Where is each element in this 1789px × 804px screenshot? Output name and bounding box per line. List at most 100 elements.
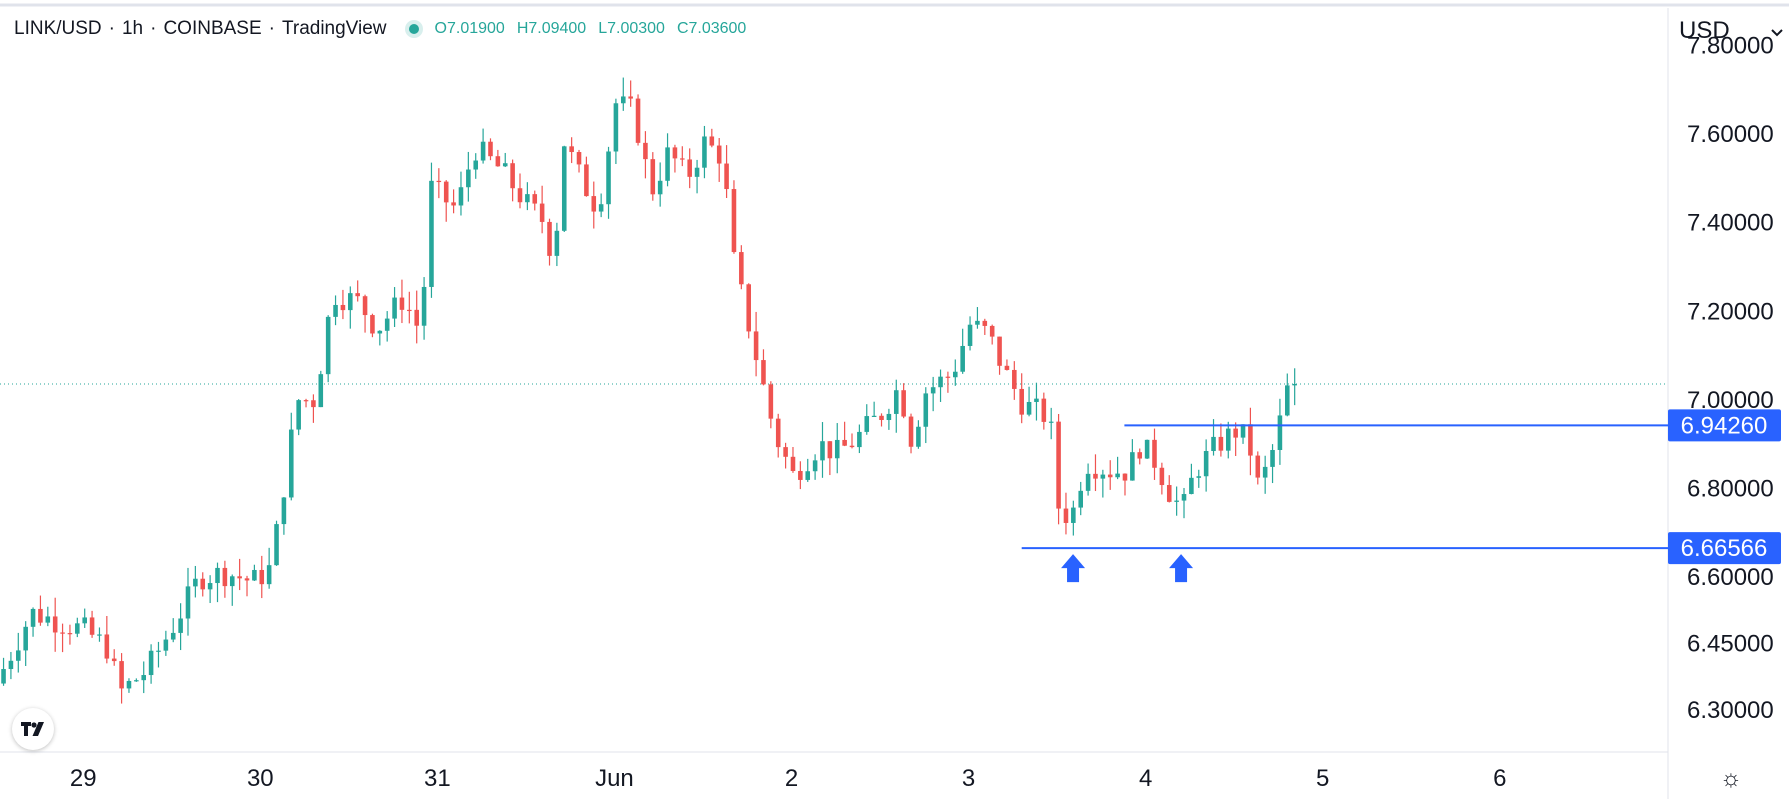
- candle[interactable]: [1292, 368, 1297, 406]
- candle[interactable]: [606, 146, 611, 219]
- candle[interactable]: [1225, 421, 1231, 459]
- candle[interactable]: [1056, 413, 1061, 525]
- candle[interactable]: [111, 649, 117, 666]
- candle[interactable]: [598, 193, 604, 218]
- candle[interactable]: [591, 181, 597, 229]
- candle[interactable]: [200, 572, 206, 597]
- candle[interactable]: [584, 156, 589, 197]
- candle[interactable]: [384, 311, 390, 342]
- candle[interactable]: [812, 454, 818, 480]
- candle[interactable]: [569, 137, 574, 164]
- candle[interactable]: [739, 245, 744, 290]
- candle[interactable]: [185, 567, 191, 636]
- candle[interactable]: [975, 307, 980, 329]
- candle[interactable]: [1041, 392, 1047, 430]
- candle[interactable]: [170, 618, 176, 643]
- candle[interactable]: [1218, 423, 1224, 457]
- candle[interactable]: [746, 283, 751, 339]
- candle[interactable]: [879, 413, 884, 427]
- candle[interactable]: [97, 627, 102, 642]
- candle[interactable]: [1159, 462, 1165, 495]
- candle[interactable]: [355, 280, 360, 302]
- candle[interactable]: [1004, 359, 1010, 371]
- candle[interactable]: [207, 575, 213, 604]
- candle[interactable]: [399, 279, 405, 324]
- tradingview-logo-icon[interactable]: [12, 708, 54, 750]
- candle[interactable]: [916, 420, 921, 449]
- candle[interactable]: [1026, 386, 1032, 417]
- candle[interactable]: [1255, 451, 1261, 485]
- candle[interactable]: [45, 606, 51, 627]
- candle[interactable]: [694, 159, 700, 194]
- candle[interactable]: [333, 295, 338, 326]
- candle[interactable]: [60, 623, 65, 653]
- candle[interactable]: [945, 371, 951, 393]
- candle[interactable]: [163, 630, 169, 656]
- candle[interactable]: [141, 661, 147, 694]
- candle[interactable]: [311, 394, 316, 423]
- candle[interactable]: [348, 286, 353, 329]
- candle[interactable]: [650, 152, 656, 201]
- candle[interactable]: [1115, 456, 1120, 480]
- candle[interactable]: [805, 458, 811, 482]
- candle[interactable]: [392, 287, 397, 327]
- candle[interactable]: [16, 632, 21, 673]
- candle[interactable]: [842, 421, 847, 447]
- candle[interactable]: [783, 442, 788, 469]
- gear-icon[interactable]: ☼: [1720, 765, 1742, 792]
- candle[interactable]: [517, 173, 523, 209]
- candle[interactable]: [1, 657, 6, 686]
- candle[interactable]: [665, 133, 670, 187]
- candle[interactable]: [458, 171, 464, 216]
- candle[interactable]: [288, 412, 294, 501]
- candle[interactable]: [643, 131, 648, 179]
- candle[interactable]: [8, 651, 14, 680]
- candle[interactable]: [281, 497, 287, 535]
- candle[interactable]: [798, 461, 803, 490]
- candle[interactable]: [775, 413, 781, 458]
- candle[interactable]: [244, 575, 250, 597]
- candle[interactable]: [104, 615, 110, 664]
- candle[interactable]: [1063, 492, 1069, 535]
- symbol-name[interactable]: LINK/USD: [14, 18, 102, 39]
- candle[interactable]: [886, 408, 892, 430]
- candle[interactable]: [75, 617, 80, 638]
- candle[interactable]: [38, 595, 43, 626]
- candle[interactable]: [451, 189, 456, 214]
- candle[interactable]: [1144, 439, 1150, 460]
- candle[interactable]: [1085, 463, 1091, 496]
- candle[interactable]: [222, 560, 228, 598]
- candle[interactable]: [761, 349, 766, 386]
- candle[interactable]: [687, 148, 692, 189]
- candle[interactable]: [1071, 500, 1076, 536]
- candle[interactable]: [620, 77, 626, 111]
- interval[interactable]: 1h: [121, 18, 144, 39]
- candle[interactable]: [657, 162, 663, 207]
- candle[interactable]: [702, 125, 707, 179]
- candle[interactable]: [119, 653, 124, 704]
- candle[interactable]: [1189, 463, 1194, 495]
- candle[interactable]: [724, 145, 729, 199]
- candle[interactable]: [938, 369, 943, 402]
- candle[interactable]: [502, 152, 508, 168]
- candle[interactable]: [362, 294, 368, 333]
- candle[interactable]: [547, 218, 552, 266]
- candle[interactable]: [274, 520, 279, 566]
- candle[interactable]: [525, 182, 530, 211]
- candle[interactable]: [421, 277, 427, 340]
- candle[interactable]: [193, 565, 198, 598]
- candle[interactable]: [953, 359, 958, 386]
- candle[interactable]: [1270, 444, 1275, 484]
- candle[interactable]: [148, 644, 154, 684]
- candle[interactable]: [510, 159, 515, 202]
- candle[interactable]: [23, 621, 28, 667]
- candle[interactable]: [1019, 373, 1024, 424]
- candle[interactable]: [768, 381, 774, 429]
- candle[interactable]: [1166, 475, 1172, 503]
- candle[interactable]: [89, 610, 95, 638]
- currency-label[interactable]: USD: [1679, 17, 1730, 44]
- candle[interactable]: [1093, 454, 1098, 492]
- candle[interactable]: [532, 190, 538, 211]
- candle[interactable]: [820, 422, 825, 478]
